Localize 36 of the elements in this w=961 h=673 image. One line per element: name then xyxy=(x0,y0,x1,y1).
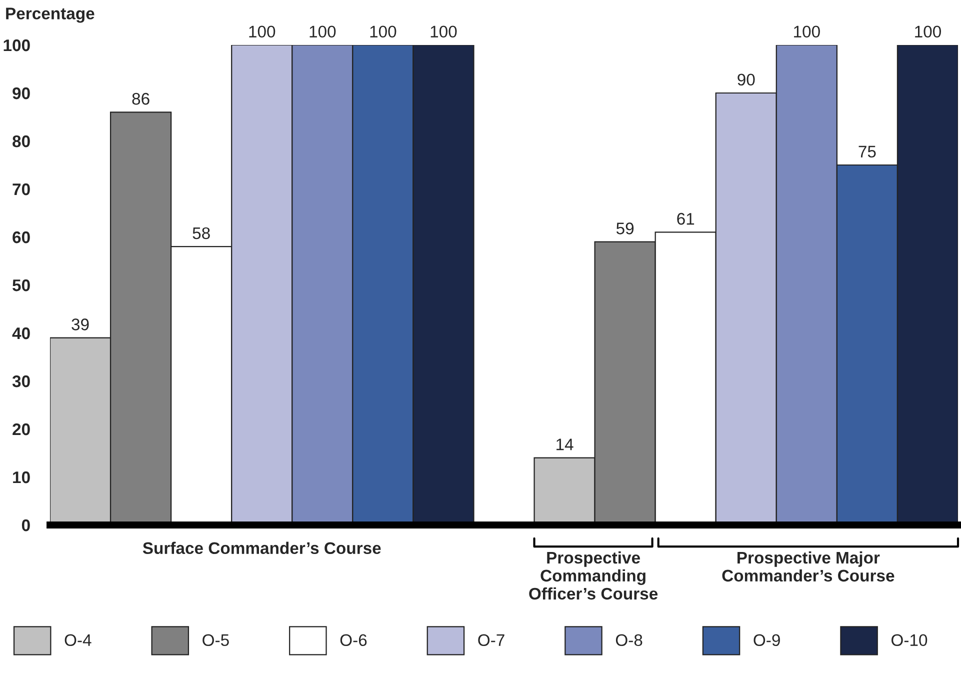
data-label: 86 xyxy=(132,92,150,105)
data-label: 100 xyxy=(370,26,396,38)
data-label: 100 xyxy=(430,26,457,38)
y-tick-label: 70 xyxy=(12,183,30,196)
legend-label: O-7 xyxy=(478,634,504,646)
y-tick-label: 20 xyxy=(12,423,30,436)
text: Surface Commander’s Course xyxy=(142,542,381,554)
data-label: 100 xyxy=(794,26,820,38)
y-tick-label: 40 xyxy=(12,327,30,340)
y-tick-label: 80 xyxy=(12,135,30,148)
data-label: 75 xyxy=(858,146,876,158)
y-axis-title: Percentage xyxy=(6,8,94,23)
y-tick-label: 60 xyxy=(12,231,30,244)
legend-label: O-10 xyxy=(892,634,928,646)
legend-label: O-4 xyxy=(64,634,92,646)
data-label: 100 xyxy=(915,26,941,38)
legend-label: O-6 xyxy=(340,634,367,646)
text: Prospective Commanding Officer’s Course xyxy=(529,551,658,600)
y-tick-label: 0 xyxy=(22,519,30,532)
data-label: 14 xyxy=(556,438,574,450)
y-tick-label: 100 xyxy=(4,39,30,52)
data-label: 100 xyxy=(310,26,336,38)
data-label: 58 xyxy=(192,227,210,240)
text: Prospective Major Commander’s Course xyxy=(722,551,894,582)
y-tick-label: 30 xyxy=(12,375,30,388)
y-tick-label: 10 xyxy=(13,471,30,484)
data-label: 61 xyxy=(677,212,694,225)
y-tick-label: 90 xyxy=(12,87,30,100)
legend-label: O-8 xyxy=(616,634,642,646)
data-label: 100 xyxy=(249,26,276,38)
legend-label: O-9 xyxy=(754,634,780,646)
legend-label: O-5 xyxy=(202,634,229,646)
data-label: 39 xyxy=(72,318,89,330)
y-tick-label: 50 xyxy=(12,279,30,292)
data-label: 90 xyxy=(738,74,755,86)
data-label: 59 xyxy=(616,222,634,234)
